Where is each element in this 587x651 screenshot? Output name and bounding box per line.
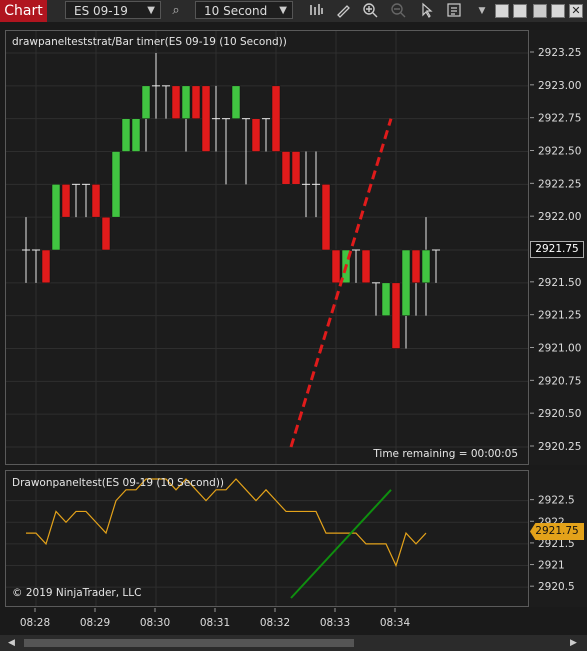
close-icon[interactable]: ✕ bbox=[569, 4, 583, 18]
time-tick-label: 08:32 bbox=[260, 617, 290, 629]
scroll-right-icon[interactable]: ▶ bbox=[570, 638, 577, 648]
time-tick-label: 08:31 bbox=[200, 617, 230, 629]
green-trend-line bbox=[290, 489, 392, 599]
zoom-out-icon[interactable] bbox=[389, 2, 407, 20]
candle-body bbox=[141, 85, 151, 119]
current-price-marker: 2921.75 bbox=[530, 241, 584, 258]
indicator-chart-svg bbox=[6, 471, 528, 606]
indicator-tick-label: 2921.5 bbox=[538, 538, 575, 550]
interval-value: 10 Second bbox=[204, 4, 268, 18]
price-tick-label: 2921.50 bbox=[538, 277, 581, 289]
candle-body bbox=[291, 151, 301, 185]
search-icon[interactable]: ⌕ bbox=[172, 3, 180, 18]
candle-body bbox=[251, 118, 261, 152]
price-panel[interactable]: drawpanelteststrat/Bar timer(ES 09-19 (1… bbox=[5, 30, 529, 465]
scroll-thumb[interactable] bbox=[24, 639, 354, 647]
current-value-marker: 2921.75 bbox=[530, 523, 584, 540]
candle-body bbox=[401, 249, 411, 316]
candle-body bbox=[391, 282, 401, 349]
instrument-value: ES 09-19 bbox=[74, 4, 128, 18]
indicator-tick-label: 2920.5 bbox=[538, 581, 575, 593]
chevron-down-icon: ▼ bbox=[279, 5, 287, 16]
price-tick-label: 2921.00 bbox=[538, 343, 581, 355]
indicator-tick-label: 2921 bbox=[538, 560, 565, 572]
properties-icon[interactable] bbox=[445, 2, 463, 20]
price-tick-label: 2922.00 bbox=[538, 211, 581, 223]
candle-body bbox=[381, 282, 391, 316]
price-tick-label: 2922.50 bbox=[538, 146, 581, 158]
chevron-down-icon: ▼ bbox=[147, 5, 155, 16]
price-tick-label: 2922.75 bbox=[538, 113, 581, 125]
chart-toolbar: Chart ES 09-19 ▼ ⌕ 10 Second ▼ ▼ ✕ bbox=[0, 0, 587, 22]
window-tile-icon[interactable] bbox=[495, 4, 509, 18]
copyright-text: © 2019 NinjaTrader, LLC bbox=[12, 587, 142, 599]
price-tick-label: 2923.25 bbox=[538, 47, 581, 59]
indicator-panel-label: Drawonpaneltest(ES 09-19 (10 Second)) bbox=[12, 477, 225, 489]
candle-body bbox=[61, 184, 71, 218]
candle-body bbox=[361, 249, 371, 284]
time-tick-label: 08:29 bbox=[80, 617, 110, 629]
price-axis-svg: 2923.25 2923.00 2922.75 2922.50 2922.25 2922.… bbox=[530, 47, 581, 453]
time-tick-label: 08:33 bbox=[320, 617, 350, 629]
candle-body bbox=[171, 85, 181, 119]
maximize-icon[interactable] bbox=[551, 4, 565, 18]
candle-body bbox=[321, 184, 331, 251]
indicator-axis[interactable]: 2922.5 2922 2921.5 2921 2920.5 2921.75 bbox=[530, 470, 587, 607]
price-tick-label: 2920.50 bbox=[538, 408, 581, 420]
price-tick-label: 2921.25 bbox=[538, 310, 581, 322]
instrument-selector[interactable]: ES 09-19 ▼ bbox=[65, 1, 161, 19]
minimize-icon[interactable] bbox=[533, 4, 547, 18]
current-price-label: 2921.75 bbox=[535, 243, 579, 255]
time-axis[interactable]: 08:28 08:29 08:30 08:31 08:32 08:33 08:34 bbox=[0, 608, 587, 634]
chart-title-tab[interactable]: Chart bbox=[0, 0, 47, 22]
candle-body bbox=[181, 85, 191, 119]
candle-body bbox=[101, 216, 111, 251]
candle-body bbox=[91, 184, 101, 218]
pencil-icon[interactable] bbox=[334, 2, 352, 20]
time-tick-label: 08:28 bbox=[20, 617, 50, 629]
pointer-icon[interactable] bbox=[417, 2, 435, 20]
candle-body bbox=[191, 85, 201, 119]
candle-body bbox=[131, 118, 141, 152]
price-tick-label: 2920.25 bbox=[538, 441, 581, 453]
price-axis[interactable]: 2923.25 2923.00 2922.75 2922.50 2922.25 2922.… bbox=[530, 30, 587, 465]
indicator-tick-label: 2922.5 bbox=[538, 495, 575, 507]
indicator-panel[interactable]: Drawonpaneltest(ES 09-19 (10 Second)) © … bbox=[5, 470, 529, 607]
price-tick-label: 2922.25 bbox=[538, 178, 581, 190]
time-remaining-text: Time remaining = 00:00:05 bbox=[373, 448, 518, 460]
horizontal-scrollbar[interactable]: ◀ ▶ bbox=[0, 635, 587, 651]
current-value-label: 2921.75 bbox=[535, 525, 579, 537]
indicator-line bbox=[26, 478, 427, 568]
time-tick-label: 08:34 bbox=[380, 617, 411, 629]
interval-selector[interactable]: 10 Second ▼ bbox=[195, 1, 293, 19]
price-panel-label: drawpanelteststrat/Bar timer(ES 09-19 (1… bbox=[12, 36, 287, 48]
scroll-left-icon[interactable]: ◀ bbox=[8, 638, 15, 648]
window-tile-icon[interactable] bbox=[513, 4, 527, 18]
zoom-in-icon[interactable] bbox=[361, 2, 379, 20]
price-tick-label: 2920.75 bbox=[538, 375, 581, 387]
candle-body bbox=[271, 85, 281, 152]
time-tick-label: 08:30 bbox=[140, 617, 170, 629]
candle-body bbox=[201, 85, 211, 152]
candle-body bbox=[41, 249, 51, 284]
candle-body bbox=[231, 85, 241, 119]
candle-body bbox=[411, 249, 421, 284]
candle-body bbox=[121, 118, 131, 152]
candle-body bbox=[421, 249, 431, 284]
candle-body bbox=[111, 151, 121, 218]
candle-body bbox=[51, 184, 61, 251]
menu-arrow-icon[interactable]: ▼ bbox=[478, 6, 486, 16]
dashed-trend-line bbox=[289, 118, 393, 448]
price-tick-label: 2923.00 bbox=[538, 80, 581, 92]
price-chart-svg bbox=[6, 31, 528, 464]
candle-body bbox=[281, 151, 291, 185]
bar-type-icon[interactable] bbox=[307, 2, 325, 20]
candle-body bbox=[331, 249, 341, 284]
